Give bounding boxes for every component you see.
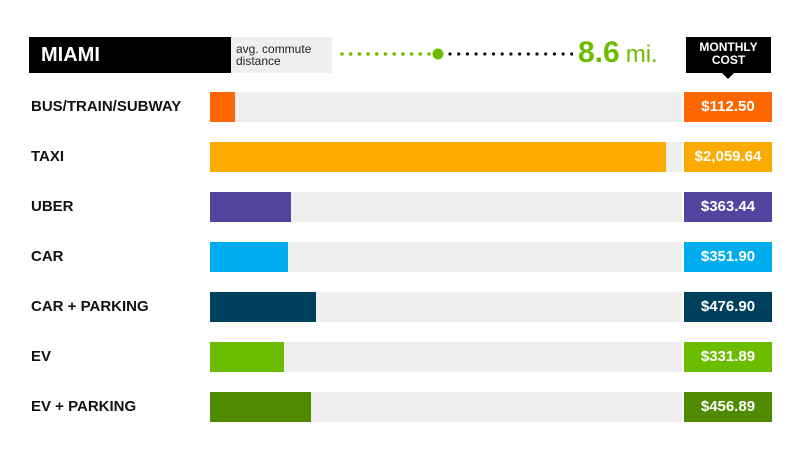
monthly-cost-header: MONTHLY COST: [686, 37, 771, 79]
black-dot: [465, 52, 469, 56]
black-dot: [561, 52, 565, 56]
avg-commute-label: avg. commute distance: [231, 37, 332, 73]
category-label: EV + PARKING: [31, 398, 137, 415]
monthly-cost-header-line1: MONTHLY: [699, 40, 758, 54]
black-dot: [518, 52, 522, 56]
green-dot: [427, 52, 431, 56]
avg-commute-label-line2: distance: [236, 54, 281, 68]
category-label: UBER: [31, 198, 74, 215]
bar: [210, 342, 284, 372]
bar: [210, 92, 235, 122]
black-dot: [500, 52, 504, 56]
bar: [210, 292, 316, 322]
bar: [210, 242, 288, 272]
bar-track: [210, 392, 682, 422]
black-dot: [448, 52, 452, 56]
category-label: BUS/TRAIN/SUBWAY: [31, 98, 182, 115]
commute-marker-dot: [432, 48, 444, 60]
green-dot: [357, 52, 362, 56]
black-dot: [570, 52, 573, 56]
category-label: TAXI: [31, 148, 65, 165]
category-label: CAR: [31, 248, 64, 265]
category-label: EV: [31, 348, 52, 365]
commute-dotted-line: [340, 48, 573, 60]
value-label: $456.89: [684, 392, 772, 422]
bar: [210, 192, 291, 222]
commute-distance-unit: mi.: [625, 41, 658, 68]
green-dot: [418, 52, 423, 56]
black-dot: [544, 52, 548, 56]
monthly-cost-header-line2: COST: [711, 53, 746, 67]
bar: [210, 392, 312, 422]
green-dot: [366, 52, 370, 56]
bar-track: [210, 242, 682, 272]
bar-track: [210, 292, 682, 322]
black-dot: [509, 52, 513, 56]
green-dot: [348, 52, 353, 56]
green-dot: [401, 52, 405, 56]
city-title: MIAMI: [29, 37, 231, 73]
green-dot: [375, 52, 379, 56]
bar: [210, 142, 667, 172]
black-dot: [552, 52, 556, 56]
avg-commute-label-line1: avg. commute: [236, 42, 312, 56]
black-dot: [483, 52, 487, 56]
green-dot: [409, 52, 414, 56]
black-dot: [457, 52, 461, 56]
value-label: $351.90: [684, 242, 772, 272]
value-label: $476.90: [684, 292, 772, 322]
commute-distance-value: 8.6: [578, 36, 620, 69]
green-dot: [392, 52, 396, 56]
bar-track: [210, 142, 682, 172]
black-dot: [526, 52, 530, 56]
green-dot: [340, 52, 344, 56]
black-dot: [491, 52, 496, 56]
commute-distance: 8.6 mi.: [578, 34, 658, 77]
value-label: $363.44: [684, 192, 772, 222]
value-label: $2,059.64: [684, 142, 772, 172]
black-dot: [535, 52, 539, 56]
value-label: $331.89: [684, 342, 772, 372]
bar-track: [210, 92, 682, 122]
bar-track: [210, 342, 682, 372]
black-dot: [474, 52, 478, 56]
value-label: $112.50: [684, 92, 772, 122]
category-label: CAR + PARKING: [31, 298, 149, 315]
bar-track: [210, 192, 682, 222]
green-dot: [383, 52, 388, 56]
